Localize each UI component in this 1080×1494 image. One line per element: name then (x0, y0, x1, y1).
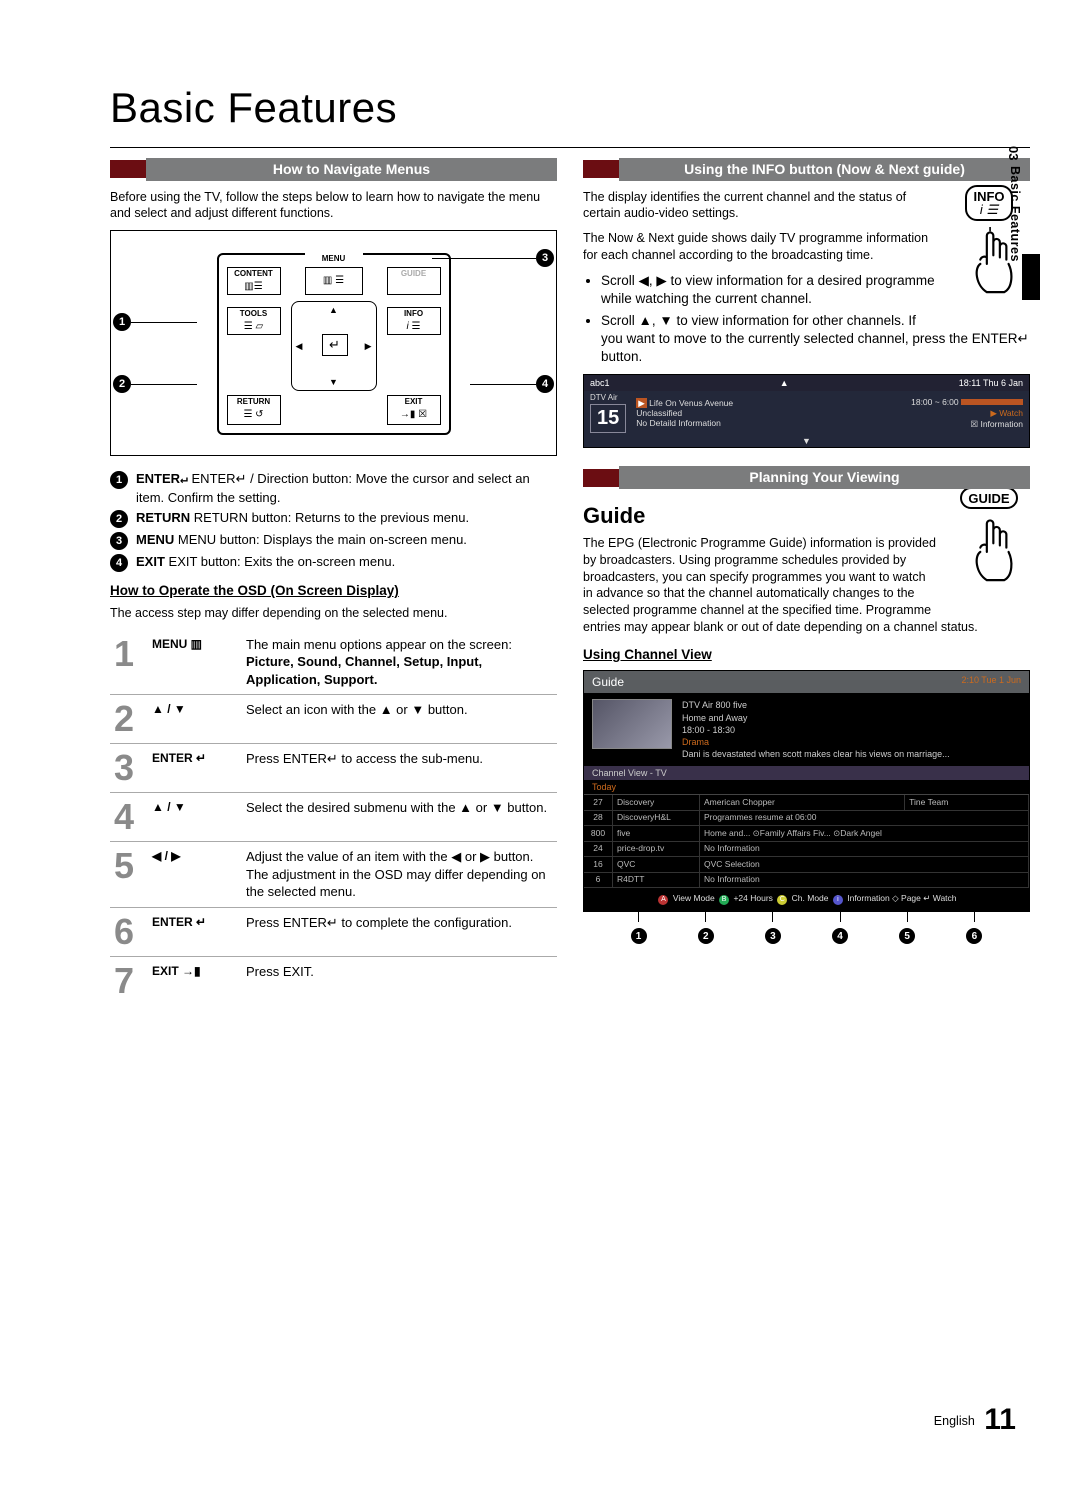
gs-desc: Dani is devastated when scott makes clea… (682, 748, 950, 760)
abc1-prog: Life On Venus Avenue (649, 398, 733, 408)
gs-today: Today (592, 782, 616, 792)
abc1-src: DTV Air (590, 393, 626, 404)
guide-button-small: GUIDE (388, 268, 440, 280)
callout-3: 3 (536, 249, 554, 267)
side-tab: 03 Basic Features (1006, 160, 1040, 370)
steps-table: 1 MENU ▥ The main menu options appear on… (110, 630, 557, 1005)
guide-screenshot: Guide 2:10 Tue 1 Jun DTV Air 800 five Ho… (583, 670, 1030, 912)
section-title: How to Navigate Menus (146, 158, 557, 181)
gs-ch: DTV Air 800 five (682, 699, 950, 711)
step3-desc: Press ENTER↵ to access the sub-menu. (242, 744, 557, 793)
osd-heading: How to Operate the OSD (On Screen Displa… (110, 582, 557, 600)
abc1-chno: 15 (590, 404, 626, 433)
content-button: CONTENT (228, 268, 280, 280)
exit-button-small: EXIT (388, 396, 440, 408)
footer-lang: English (934, 1414, 975, 1428)
bullet-2: Scroll ▲, ▼ to view information for othe… (601, 312, 1030, 367)
enter-button: ↵ (322, 334, 348, 356)
gs-grid: 27DiscoveryAmerican ChopperTine Team 28D… (584, 795, 1029, 888)
section-title-planning: Planning Your Viewing (619, 466, 1030, 489)
info-button-small: INFO (388, 308, 440, 320)
right-column: Using the INFO button (Now & Next guide)… (583, 156, 1030, 1005)
step1-desc: The main menu options appear on the scre… (246, 637, 512, 652)
abc1-watch: ▶ Watch (911, 408, 1023, 419)
section-nav-menus: How to Navigate Menus (110, 158, 557, 181)
gs-clock: 2:10 Tue 1 Jun (961, 674, 1021, 690)
now-next-banner: abc1 ▲ 18:11 Thu 6 Jan DTV Air 15 ▶ Life… (583, 374, 1030, 448)
gs-title: Guide (592, 674, 624, 690)
step2-desc: Select an icon with the ▲ or ▼ button. (242, 695, 557, 744)
chapter-number: 03 (1004, 146, 1022, 160)
callout-1: 1 (113, 313, 131, 331)
section-info: Using the INFO button (Now & Next guide) (583, 158, 1030, 181)
step6-desc: Press ENTER↵ to complete the configurati… (242, 907, 557, 956)
chapter-name: Basic Features (1006, 166, 1023, 262)
abc1-name: abc1 (590, 377, 610, 389)
callout-list: 1ENTER↵ ENTER↵ / Direction button: Move … (110, 470, 557, 572)
page-footer: English 11 (934, 1400, 1016, 1441)
using-channel-view: Using Channel View (583, 646, 1030, 664)
guide-remote-illustration: GUIDE (948, 487, 1030, 597)
guide-callouts: 123456 (583, 926, 1030, 946)
abc1-info: ☒ Information (911, 419, 1023, 430)
gs-thumbnail (592, 699, 672, 749)
step7-desc: Press EXIT. (242, 956, 557, 1005)
gs-time: 18:00 - 18:30 (682, 724, 950, 736)
intro-text: Before using the TV, follow the steps be… (110, 189, 557, 223)
callout-1-text: ENTER↵ / Direction button: Move the curs… (136, 471, 530, 505)
step1-desc2: Picture, Sound, Channel, Setup, Input, A… (246, 654, 482, 687)
abc1-time: 18:00 ~ 6:00 (911, 397, 959, 407)
section-planning: Planning Your Viewing (583, 466, 1030, 489)
osd-note: The access step may differ depending on … (110, 605, 557, 622)
footer-page: 11 (984, 1403, 1016, 1436)
remote-diagram: MENU CONTENT ▥☰ ▥ ☰ GUIDE TOOLS (110, 230, 557, 456)
abc1-clock: 18:11 Thu 6 Jan (959, 377, 1023, 389)
step5-desc: Adjust the value of an item with the ◀ o… (242, 842, 557, 908)
callout-2-text: RETURN button: Returns to the previous m… (194, 510, 469, 525)
gs-footer: A View Mode B +24 Hours C Ch. Mode i Inf… (584, 888, 1029, 905)
section-title-info: Using the INFO button (Now & Next guide) (619, 158, 1030, 181)
gs-section: Channel View - TV (584, 766, 1029, 780)
callout-2: 2 (113, 375, 131, 393)
abc1-rating: Unclassified (636, 408, 901, 418)
tools-button: TOOLS (228, 308, 280, 320)
info-bubble-icon: i ☰ (973, 203, 1004, 217)
gs-genre: Drama (682, 736, 950, 748)
gs-prog: Home and Away (682, 712, 950, 724)
page-title: Basic Features (110, 80, 1030, 137)
abc1-detail: No Detaild Information (636, 418, 901, 428)
title-rule (110, 147, 1030, 148)
guide-bubble-label: GUIDE (960, 487, 1017, 510)
menu-label: MENU (305, 253, 363, 265)
left-column: How to Navigate Menus Before using the T… (110, 156, 557, 1005)
hand-icon (954, 515, 1024, 591)
callout-4: 4 (536, 375, 554, 393)
step4-desc: Select the desired submenu with the ▲ or… (242, 793, 557, 842)
callout-3-text: MENU button: Displays the main on-screen… (178, 532, 467, 547)
return-button: RETURN (228, 396, 280, 408)
callout-4-text: EXIT button: Exits the on-screen menu. (169, 554, 396, 569)
